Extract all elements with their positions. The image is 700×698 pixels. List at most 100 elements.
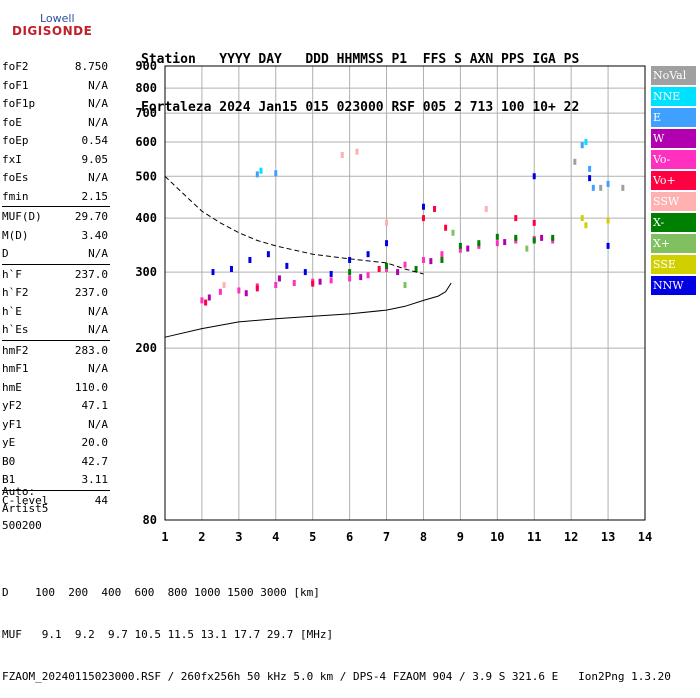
echo-point [495, 233, 499, 240]
echo-point [303, 269, 307, 276]
echo-point [385, 240, 389, 247]
echo-point [403, 261, 407, 268]
param-name: foF1p [2, 97, 36, 110]
param-name: B0 [2, 454, 16, 468]
param-row: hmF1 N/A [2, 360, 110, 379]
echo-point [329, 277, 333, 284]
param-row: C-level 44 [2, 492, 110, 511]
echo-point [421, 215, 425, 222]
echo-point [266, 251, 270, 258]
param-value: 8.750 [74, 60, 108, 73]
x-tick-label: 8 [420, 530, 427, 544]
param-value: N/A [88, 304, 108, 318]
param-row: MUF(D) 29.70 [2, 208, 110, 227]
plot-border [164, 65, 646, 521]
param-value: N/A [88, 97, 108, 110]
echo-point [311, 280, 315, 287]
echo-point [211, 269, 215, 276]
echo-point [514, 234, 518, 241]
auto-algorithm: Artist5 [2, 502, 49, 515]
param-name: h`E [2, 304, 22, 318]
lowell-logo-text: Lowell [40, 12, 75, 25]
echo-point [421, 256, 425, 263]
param-name: B1 [2, 473, 16, 486]
y-tick-label: 600 [135, 135, 157, 149]
echo-point [444, 224, 448, 231]
echo-point [348, 275, 352, 282]
legend-entry: E [651, 108, 696, 127]
param-row: foF1p N/A [2, 95, 110, 114]
param-value: N/A [88, 78, 108, 92]
echo-point [599, 184, 603, 191]
echo-point [540, 234, 544, 241]
param-value: 3.11 [81, 473, 109, 486]
echo-point [222, 282, 226, 289]
param-row: M(D) 3.40 [2, 227, 110, 246]
param-row: yF1 N/A [2, 416, 110, 435]
echo-point [200, 297, 204, 304]
legend-entry: W [651, 129, 696, 148]
echo-point [484, 205, 488, 212]
param-name: fmin [2, 189, 29, 203]
echo-point [285, 262, 289, 269]
x-tick-label: 14 [638, 530, 652, 544]
echo-point [606, 242, 610, 249]
legend-entry: NNE [651, 87, 696, 106]
auto-version: 500200 [2, 519, 42, 532]
echo-point [551, 234, 555, 241]
echo-point [421, 203, 425, 210]
y-tick-label: 800 [135, 81, 157, 95]
echo-point [621, 184, 625, 191]
param-separator [2, 489, 110, 491]
echo-point [274, 282, 278, 289]
param-value: N/A [88, 323, 108, 336]
legend-entry: X+ [651, 234, 696, 253]
station-header: Station YYYY DAY DDD HHMMSS P1 FFS S AXN… [141, 20, 579, 132]
echo-point [591, 184, 595, 191]
param-row: yE 20.0 [2, 434, 110, 453]
echo-point [274, 170, 278, 177]
echo-point [292, 280, 296, 287]
x-tick-label: 10 [490, 530, 504, 544]
param-name: hmE [2, 380, 22, 394]
echo-point [255, 171, 259, 178]
ionogram-chart: 1 2 3 4 5 6 7 8 9 10 11 12 13 14802003004005006007008… [135, 59, 652, 544]
param-row: foE N/A [2, 114, 110, 133]
param-value: 2.15 [81, 189, 109, 203]
param-value: 29.70 [74, 210, 108, 223]
param-row: foEs N/A [2, 169, 110, 188]
param-row: hmE 110.0 [2, 379, 110, 398]
param-row: foF1 N/A [2, 77, 110, 96]
scaled-parameters-panel: foF2 8.750 foF1 N/A foF1p N/A foE N/A foEp 0.54 fx… [2, 58, 110, 510]
y-tick-label: 500 [135, 169, 157, 183]
echo-point [237, 287, 241, 294]
param-value: 237.0 [74, 267, 108, 281]
echo-point [377, 265, 381, 272]
echo-point [532, 237, 536, 244]
header-labels: Station YYYY DAY DDD HHMMSS P1 FFS S AXN… [141, 52, 580, 67]
param-name: yF2 [2, 399, 22, 412]
param-name: fxI [2, 152, 22, 166]
param-row: hmF2 283.0 [2, 342, 110, 361]
param-name: hmF2 [2, 343, 29, 357]
echo-point [606, 180, 610, 187]
param-row: B1 3.11 [2, 471, 110, 490]
echo-point [588, 165, 592, 172]
echo-point [318, 278, 322, 285]
param-name: h`F [2, 267, 22, 281]
param-row: foEp 0.54 [2, 132, 110, 151]
echo-point [606, 217, 610, 224]
echo-point [514, 215, 518, 222]
param-value: 9.05 [81, 152, 109, 166]
echo-point [359, 274, 363, 281]
echo-point [588, 175, 592, 182]
plot-frame [164, 65, 646, 521]
header-values: Fortaleza 2024 Jan15 015 023000 RSF 005 … [141, 100, 580, 115]
true-height-profile [164, 282, 452, 338]
param-value: 47.1 [81, 399, 109, 412]
param-row: D N/A [2, 245, 110, 264]
echo-point [207, 294, 211, 301]
param-name: foEp [2, 134, 29, 147]
echo-point [458, 246, 462, 253]
param-row: fxI 9.05 [2, 151, 110, 170]
